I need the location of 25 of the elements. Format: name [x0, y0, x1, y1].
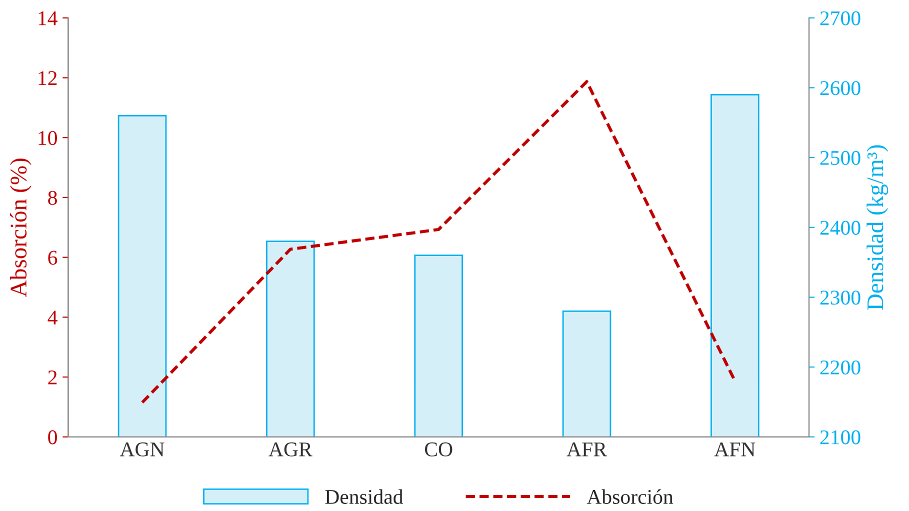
legend-label: Densidad: [325, 489, 404, 504]
y2-tick-label: 2100: [820, 430, 860, 444]
y2-tick-label: 2500: [820, 150, 860, 165]
x-tick-label: CO: [424, 442, 452, 456]
y-tick-label: 10: [38, 130, 57, 146]
legend-label: Absorción: [586, 489, 674, 504]
y-tick-label: 0: [48, 430, 57, 444]
y-axis-title: Absorción (%): [10, 158, 32, 297]
y2-tick-label: 2700: [820, 11, 860, 26]
y2-tick-label: 2600: [820, 81, 860, 96]
y-tick-label: 2: [48, 370, 57, 384]
y-tick-label: 6: [48, 250, 58, 265]
y-tick-label: 12: [38, 71, 57, 85]
y2-axis-title: Densidad (kg/m³): [866, 145, 888, 310]
x-tick-label: AGR: [268, 442, 312, 456]
y2-tick-label: 2400: [820, 220, 860, 235]
x-tick-label: AGN: [120, 442, 164, 456]
x-tick-label: AFN: [714, 442, 756, 456]
y2-tick-label: 2300: [820, 290, 860, 305]
line-series: [140, 80, 736, 404]
x-tick-label: AFR: [566, 442, 607, 456]
y-tick-label: 14: [38, 11, 58, 26]
y-tick-label: 4: [48, 310, 58, 324]
y-tick-label: 8: [48, 190, 57, 205]
y2-tick-label: 2200: [820, 360, 860, 374]
